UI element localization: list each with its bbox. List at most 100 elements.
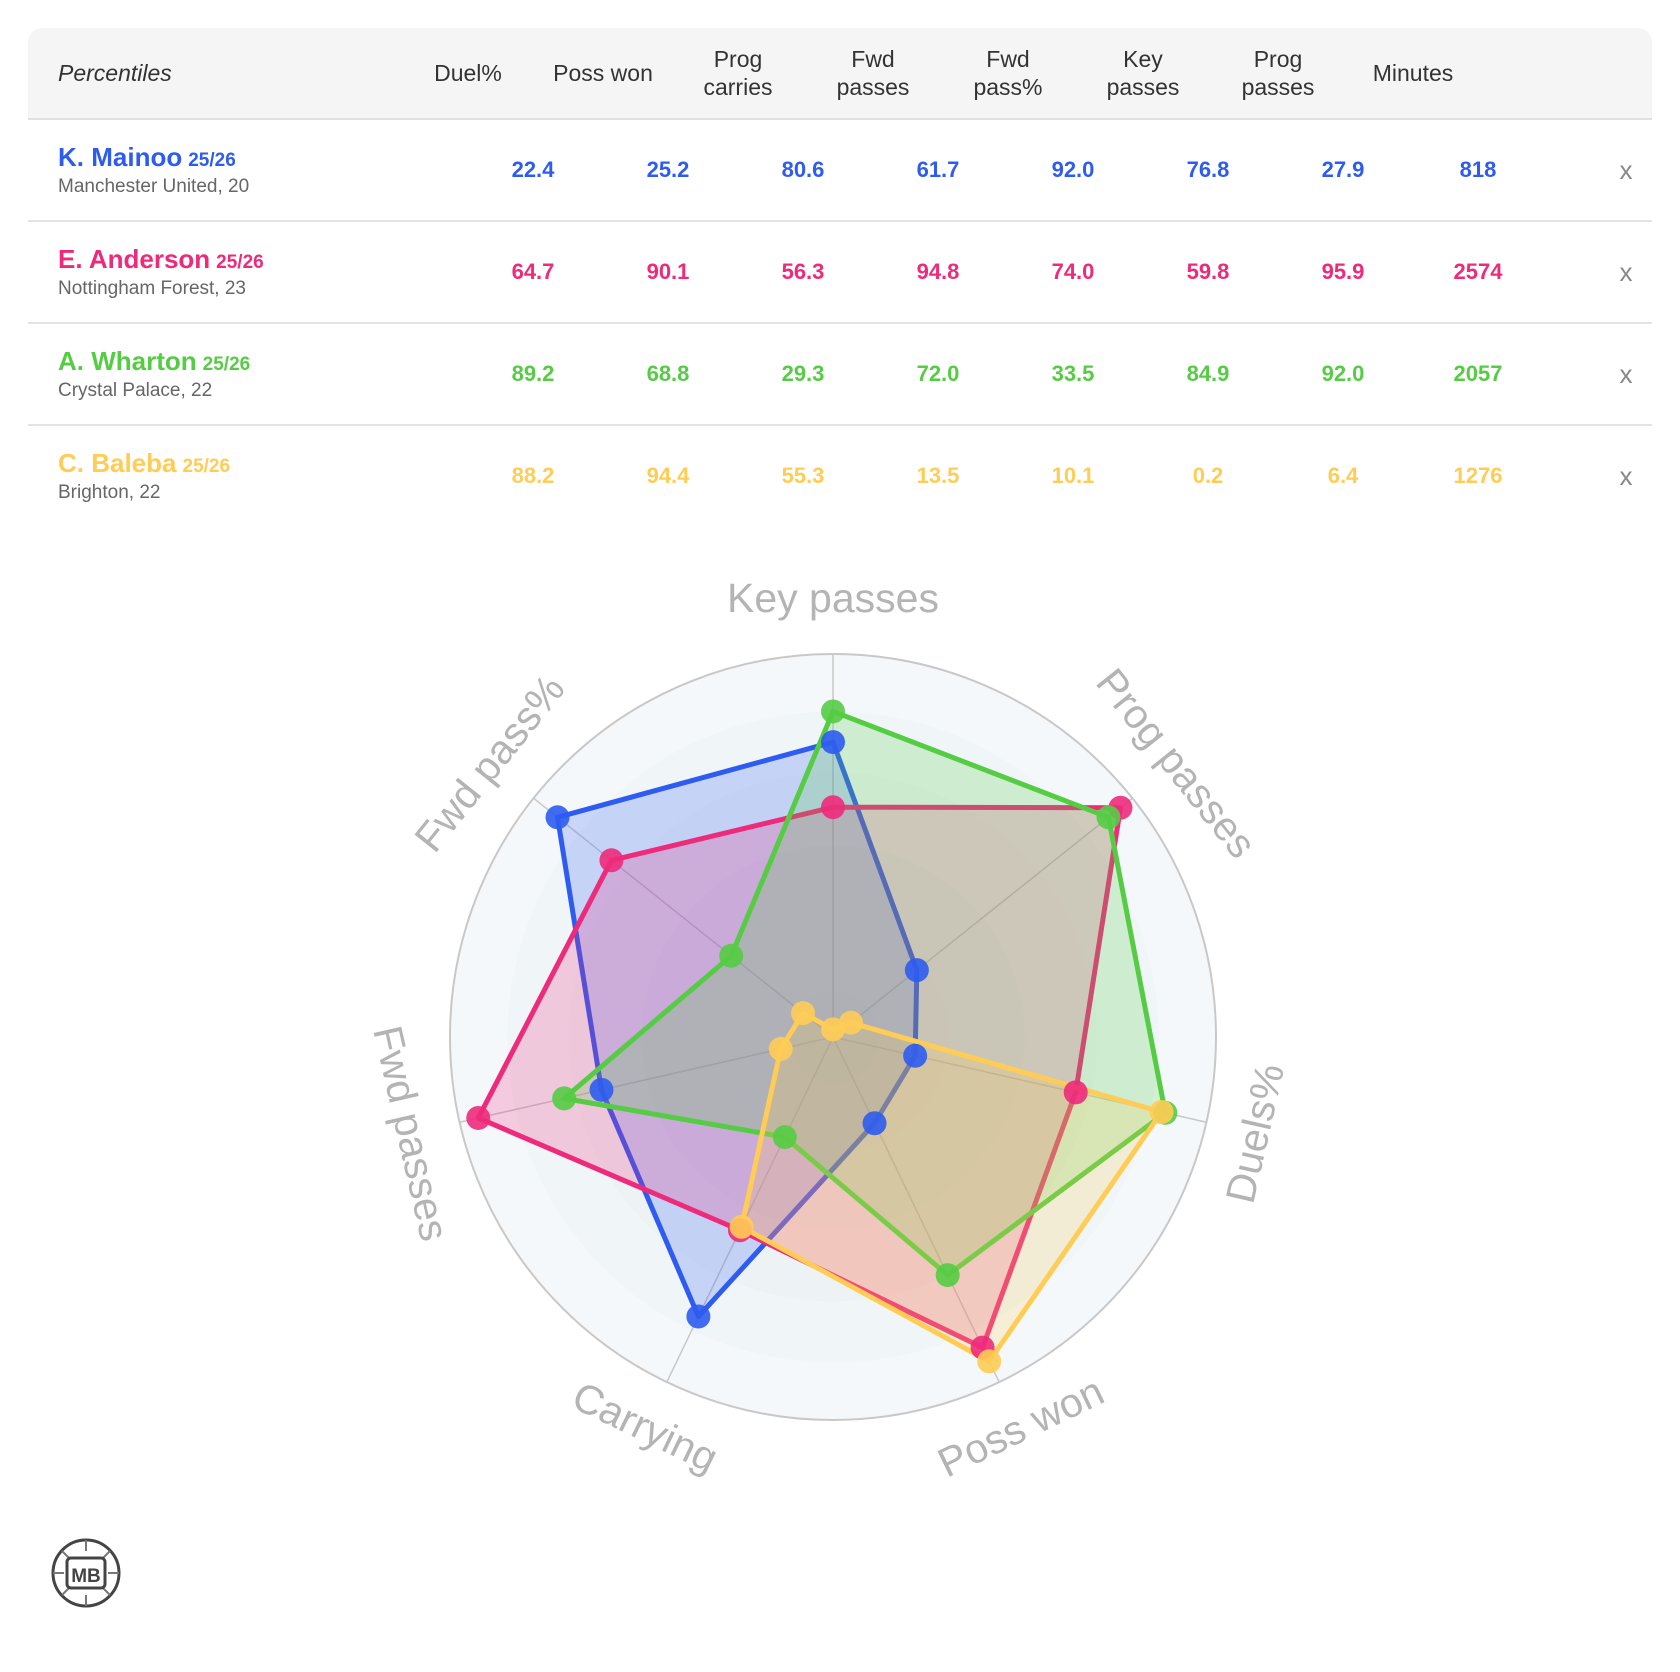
header-fwd-pass-pct: Fwd pass%: [973, 46, 1043, 100]
stat-value: 818: [1459, 157, 1497, 182]
table-row: C. Baleba 25/26 Brighton, 22 88.2 94.4 55.3 13…: [28, 426, 1652, 526]
header-fwd-passes: Fwd passes: [836, 46, 910, 100]
stat-value: 74.0: [1051, 259, 1095, 284]
percentiles-table: Percentiles Duel% Poss won Prog carries …: [28, 28, 1652, 526]
radar-data-point[interactable]: [545, 805, 570, 830]
header-duel-pct: Duel%: [434, 60, 502, 86]
player-name[interactable]: K. Mainoo 25/26: [58, 142, 236, 173]
radar-spoke: [832, 1036, 1000, 1383]
radar-data-point[interactable]: [977, 1349, 1002, 1374]
player-name-text[interactable]: K. Mainoo: [58, 142, 183, 172]
stat-value: 6.4: [1327, 463, 1359, 488]
stat-value: 2574: [1453, 259, 1503, 284]
stat-value: 2057: [1453, 361, 1503, 386]
stat-value: 55.3: [781, 463, 825, 488]
stat-value: 59.8: [1186, 259, 1230, 284]
stat-value: 1276: [1453, 463, 1503, 488]
radar-data-point[interactable]: [821, 730, 845, 755]
radar-axis-label: Fwd passes: [364, 1022, 458, 1246]
radar-data-point[interactable]: [719, 943, 744, 968]
player-name-text[interactable]: E. Anderson: [58, 244, 211, 274]
stat-value: 29.3: [781, 361, 825, 386]
player-name-text[interactable]: C. Baleba: [58, 448, 177, 478]
player-name[interactable]: C. Baleba 25/26: [58, 448, 230, 479]
radar-data-point[interactable]: [1096, 805, 1121, 830]
header-prog-carries: Prog carries: [703, 46, 773, 100]
radar-data-point[interactable]: [589, 1077, 614, 1102]
radar-data-point[interactable]: [821, 699, 845, 724]
remove-player-button[interactable]: x: [1619, 358, 1633, 389]
radar-axis-label: Duels%: [1217, 1059, 1293, 1207]
stat-value: 80.6: [781, 157, 825, 182]
stat-value: 76.8: [1186, 157, 1230, 182]
stat-value: 56.3: [781, 259, 825, 284]
header-poss-won: Poss won: [553, 60, 653, 86]
stat-value: 95.9: [1321, 259, 1365, 284]
radar-spoke: [533, 797, 834, 1038]
stat-value: 61.7: [916, 157, 960, 182]
player-season: 25/26: [188, 150, 236, 171]
table-row: K. Mainoo 25/26 Manchester United, 20 22.4 2…: [28, 120, 1652, 222]
player-name[interactable]: A. Wharton 25/26: [58, 346, 250, 377]
logo-text: MB: [71, 1566, 101, 1587]
table-row: A. Wharton 25/26 Crystal Palace, 22 89.2 68.…: [28, 324, 1652, 426]
radar-data-point[interactable]: [729, 1214, 754, 1239]
radar-data-point[interactable]: [552, 1086, 577, 1111]
radar-axis-label: Key passes: [727, 575, 939, 621]
stat-value: 94.8: [916, 259, 960, 284]
radar-data-point[interactable]: [903, 1043, 928, 1068]
radar-data-point[interactable]: [862, 1111, 887, 1136]
header-percentiles: Percentiles: [58, 60, 172, 86]
stat-value: 33.5: [1051, 361, 1095, 386]
table-header: Percentiles Duel% Poss won Prog carries …: [28, 28, 1652, 120]
remove-player-button[interactable]: x: [1619, 154, 1633, 185]
remove-player-button[interactable]: x: [1619, 256, 1633, 287]
radar-data-point[interactable]: [904, 958, 929, 983]
radar-data-point[interactable]: [768, 1036, 793, 1061]
football-logo-icon: MB: [51, 1538, 121, 1608]
player-season: 25/26: [216, 252, 264, 273]
player-season: 25/26: [182, 456, 231, 477]
radar-spoke: [832, 797, 1133, 1038]
stat-value: 22.4: [511, 157, 555, 182]
header-prog-passes: Prog passes: [1241, 46, 1315, 100]
header-minutes: Minutes: [1372, 60, 1454, 86]
radar-data-point[interactable]: [772, 1125, 797, 1150]
stat-value: 10.1: [1051, 463, 1095, 488]
radar-data-point[interactable]: [821, 795, 845, 820]
stat-value: 0.2: [1192, 463, 1224, 488]
player-team: Crystal Palace, 22: [58, 380, 213, 401]
radar-data-point[interactable]: [838, 1010, 863, 1035]
table-row: E. Anderson 25/26 Nottingham Forest, 23 64.…: [28, 222, 1652, 324]
stat-value: 89.2: [511, 361, 555, 386]
radar-data-point[interactable]: [1149, 1099, 1174, 1124]
table-body: K. Mainoo 25/26 Manchester United, 20 22.4 2…: [28, 120, 1652, 526]
stat-value: 72.0: [916, 361, 960, 386]
stat-value: 92.0: [1051, 157, 1095, 182]
player-team: Brighton, 22: [58, 482, 161, 503]
player-name-text[interactable]: A. Wharton: [58, 346, 197, 376]
radar-data-point[interactable]: [599, 848, 624, 873]
radar-series-area: [475, 804, 1123, 1351]
radar-data-point[interactable]: [466, 1105, 491, 1130]
player-season: 25/26: [202, 354, 251, 375]
stat-value: 68.8: [646, 361, 690, 386]
stat-value: 92.0: [1321, 361, 1365, 386]
header-key-passes: Key passes: [1106, 46, 1180, 100]
radar-series-area: [561, 708, 1168, 1278]
radar-data-point[interactable]: [1063, 1080, 1088, 1105]
radar-data-point[interactable]: [791, 1001, 816, 1026]
remove-player-button[interactable]: x: [1619, 460, 1633, 491]
radar-data-point[interactable]: [935, 1263, 960, 1288]
stat-value: 94.4: [646, 463, 690, 488]
player-name[interactable]: E. Anderson 25/26: [58, 244, 264, 275]
radar-data-point[interactable]: [686, 1304, 711, 1329]
stat-value: 25.2: [646, 157, 690, 182]
player-team: Nottingham Forest, 23: [58, 278, 246, 299]
stat-value: 84.9: [1186, 361, 1230, 386]
stat-value: 88.2: [511, 463, 555, 488]
stat-value: 64.7: [511, 259, 555, 284]
stat-value: 90.1: [646, 259, 690, 284]
stat-value: 27.9: [1321, 157, 1365, 182]
